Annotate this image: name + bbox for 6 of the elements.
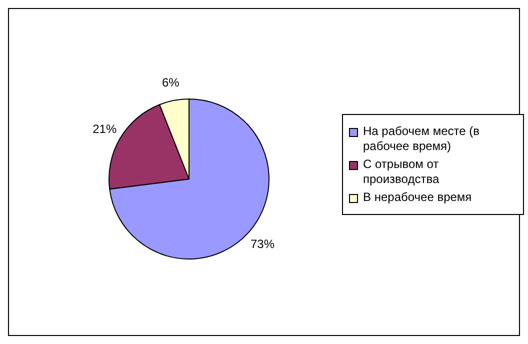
data-label: 21% — [92, 122, 117, 136]
data-label: 6% — [162, 76, 180, 90]
data-label: 73% — [250, 236, 275, 251]
legend-label: С отрывом от производства — [363, 157, 440, 187]
legend-label: В нерабочее время — [363, 190, 472, 205]
legend-label: На рабочем месте (в рабочее время) — [363, 124, 480, 154]
